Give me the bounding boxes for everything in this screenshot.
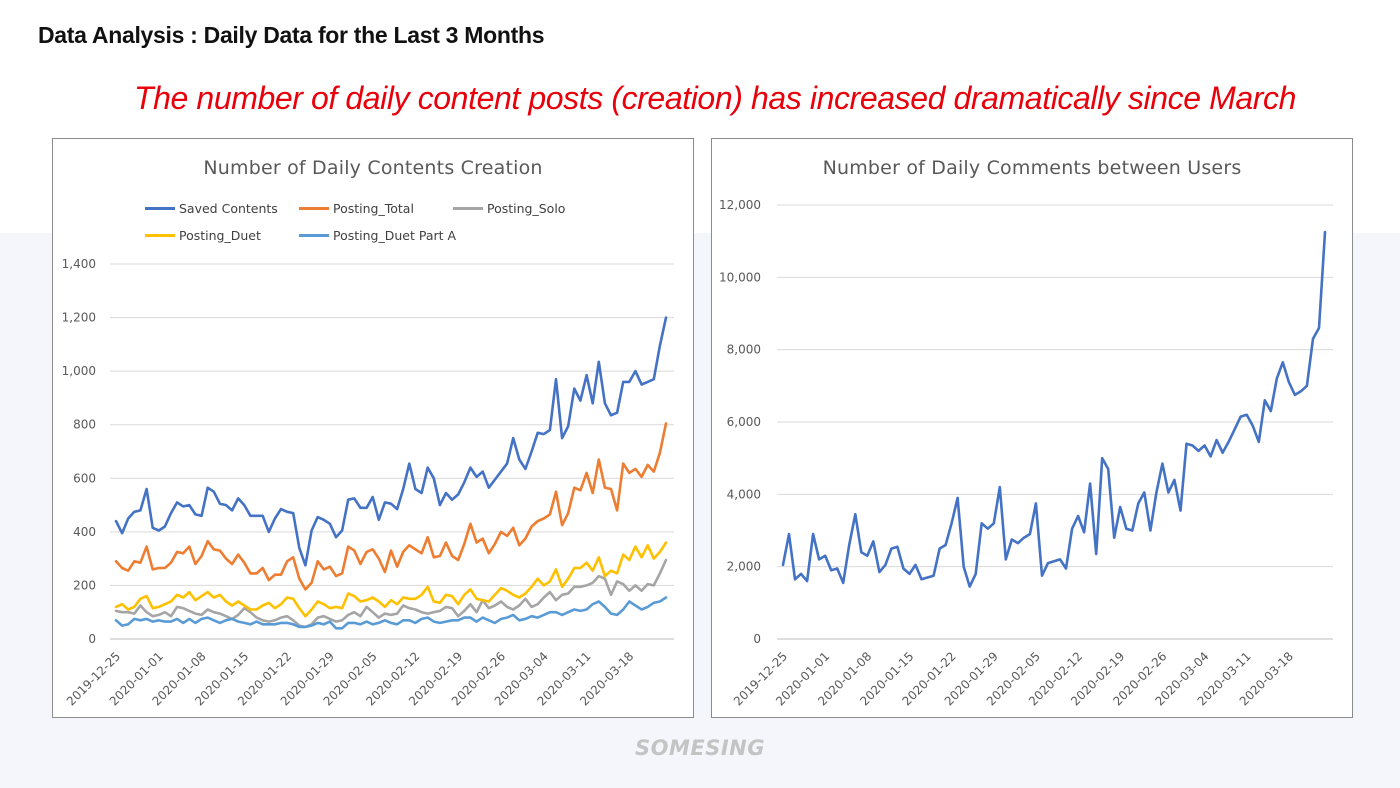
- legend-label: Posting_Duet: [179, 228, 261, 243]
- series-line: [114, 422, 668, 591]
- legend-item: Posting_Duet Part A: [299, 228, 456, 243]
- y-tick-label: 2,000: [727, 560, 761, 574]
- y-tick-label: 400: [73, 525, 96, 539]
- legend-swatch: [145, 234, 175, 237]
- chart-plot-contents-creation: 02004006008001,0001,2001,4002019-12-2520…: [62, 257, 674, 708]
- legend-label: Saved Contents: [179, 201, 278, 216]
- page-title: Data Analysis : Daily Data for the Last …: [38, 22, 545, 48]
- y-tick-label: 4,000: [727, 487, 761, 501]
- legend-label: Posting_Solo: [487, 201, 566, 216]
- y-tick-label: 8,000: [727, 343, 761, 357]
- series-line: [114, 596, 668, 630]
- brand-logo: SOMESING: [635, 736, 765, 760]
- y-tick-label: 1,000: [62, 364, 96, 378]
- legend-swatch: [145, 207, 175, 210]
- legend-swatch: [453, 207, 483, 210]
- legend-item: Saved Contents: [145, 201, 278, 216]
- chart-panel-contents-creation: Number of Daily Contents Creation Saved …: [52, 138, 694, 718]
- legend-item: Posting_Solo: [453, 201, 565, 216]
- y-tick-label: 200: [73, 578, 96, 592]
- series-line: [114, 316, 668, 567]
- legend-item: Posting_Duet: [145, 228, 261, 243]
- series-line: [781, 230, 1327, 588]
- y-tick-label: 0: [753, 632, 761, 646]
- legend-label: Posting_Duet Part A: [333, 228, 457, 243]
- y-tick-label: 800: [73, 418, 96, 432]
- chart-title: Number of Daily Comments between Users: [822, 157, 1242, 179]
- y-tick-label: 1,200: [62, 311, 96, 325]
- y-tick-label: 600: [73, 471, 96, 485]
- legend-label: Posting_Total: [333, 201, 414, 216]
- y-tick-label: 0: [88, 632, 96, 646]
- y-tick-label: 6,000: [727, 415, 761, 429]
- chart-panel-daily-comments: Number of Daily Comments between Users 0…: [711, 138, 1353, 718]
- chart-title: Number of Daily Contents Creation: [203, 157, 543, 179]
- y-tick-label: 10,000: [719, 270, 761, 284]
- legend-swatch: [299, 234, 329, 237]
- headline: The number of daily content posts (creat…: [133, 80, 1297, 116]
- y-tick-label: 1,400: [62, 257, 96, 271]
- y-tick-label: 12,000: [719, 198, 761, 212]
- series-line: [114, 541, 668, 618]
- series-line: [114, 558, 668, 629]
- legend-item: Posting_Total: [299, 201, 414, 216]
- chart-plot-daily-comments: 02,0004,0006,0008,00010,00012,0002019-12…: [719, 198, 1333, 708]
- legend-swatch: [299, 207, 329, 210]
